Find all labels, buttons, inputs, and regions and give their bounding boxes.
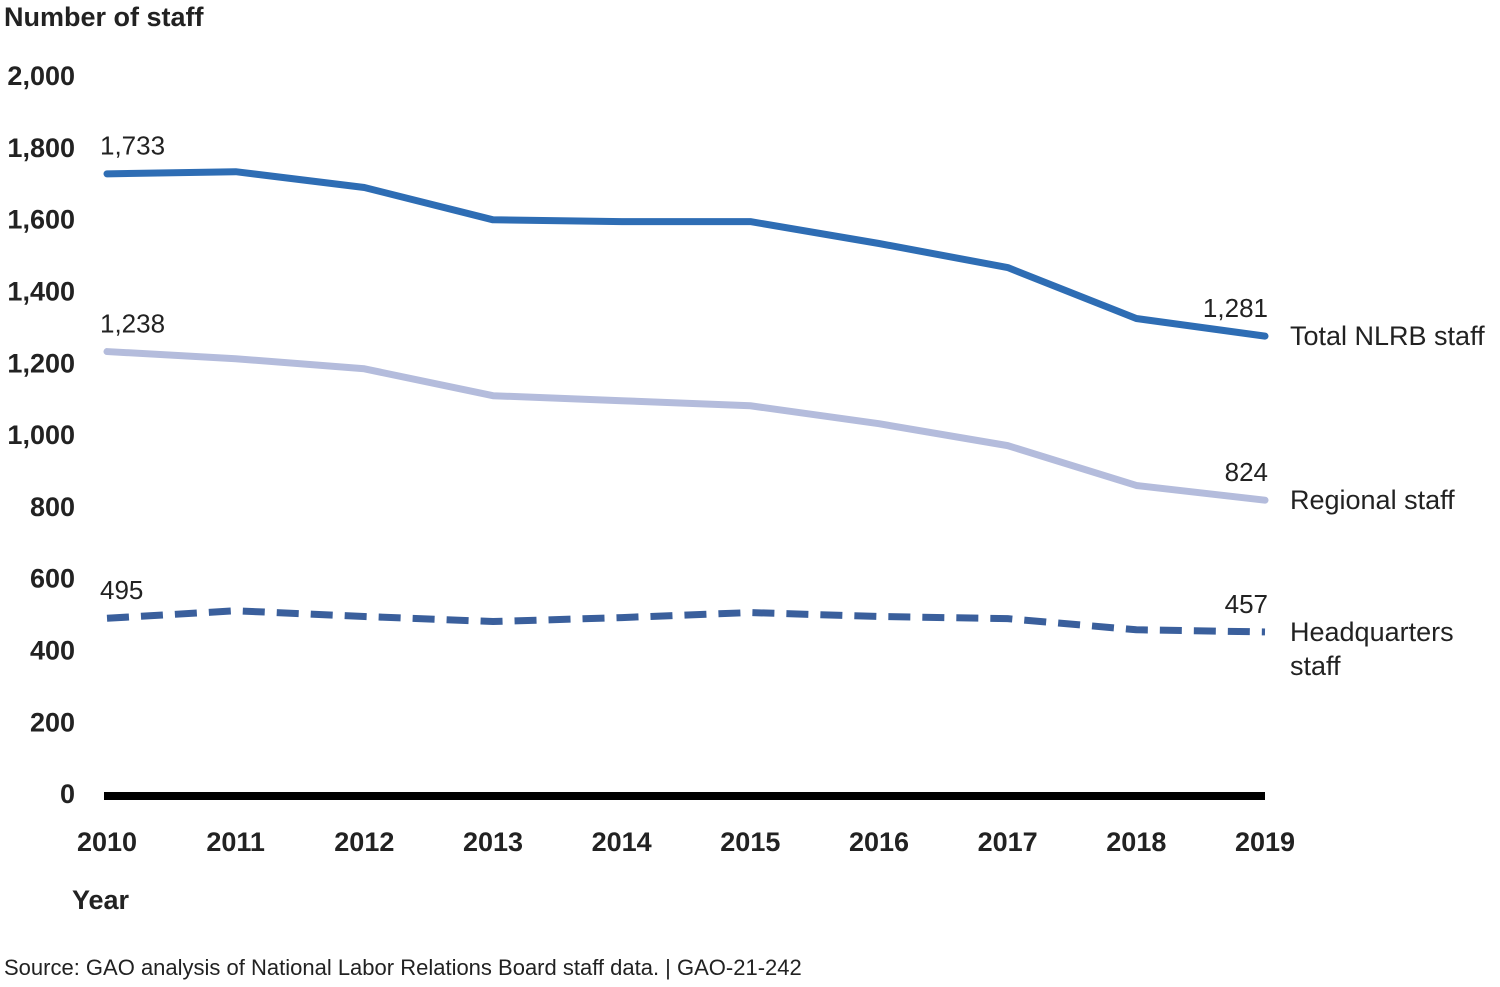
series-label: Headquarters staff — [1290, 616, 1454, 681]
x-tick-label: 2015 — [720, 827, 780, 857]
x-tick-label: 2013 — [463, 827, 523, 857]
series-label: Regional staff — [1290, 485, 1455, 516]
y-tick-label: 1,800 — [7, 133, 75, 163]
x-tick-label: 2016 — [849, 827, 909, 857]
x-tick-label: 2018 — [1106, 827, 1166, 857]
y-tick-label: 1,400 — [7, 277, 75, 307]
x-tick-label: 2014 — [592, 827, 652, 857]
y-tick-label: 200 — [30, 707, 75, 737]
x-tick-label: 2011 — [206, 827, 265, 857]
value-label: 1,281 — [1203, 293, 1268, 323]
source-note: Source: GAO analysis of National Labor R… — [4, 955, 802, 980]
y-tick-label: 1,000 — [7, 420, 75, 450]
x-tick-label: 2012 — [334, 827, 394, 857]
x-tick-label: 2017 — [978, 827, 1038, 857]
y-tick-label: 1,600 — [7, 205, 75, 235]
y-tick-label: 1,200 — [7, 348, 75, 378]
x-axis-title: Year — [72, 885, 130, 915]
value-label: 495 — [100, 575, 143, 605]
value-label: 457 — [1225, 589, 1268, 619]
value-label: 824 — [1225, 457, 1268, 487]
y-tick-label: 2,000 — [7, 61, 75, 91]
y-tick-label: 800 — [30, 492, 75, 522]
value-label: 1,733 — [100, 131, 165, 161]
series-line — [103, 168, 1269, 340]
series-label: Total NLRB staff — [1290, 321, 1485, 352]
chart-title: Number of staff — [4, 2, 205, 32]
x-tick-label: 2010 — [77, 827, 137, 857]
series-line — [106, 607, 1266, 636]
y-tick-label: 600 — [30, 564, 75, 594]
x-tick-label: 2019 — [1235, 827, 1295, 857]
value-label: 1,238 — [100, 308, 165, 338]
y-tick-label: 400 — [30, 636, 75, 666]
series-line — [103, 348, 1269, 504]
y-tick-label: 0 — [60, 779, 75, 809]
